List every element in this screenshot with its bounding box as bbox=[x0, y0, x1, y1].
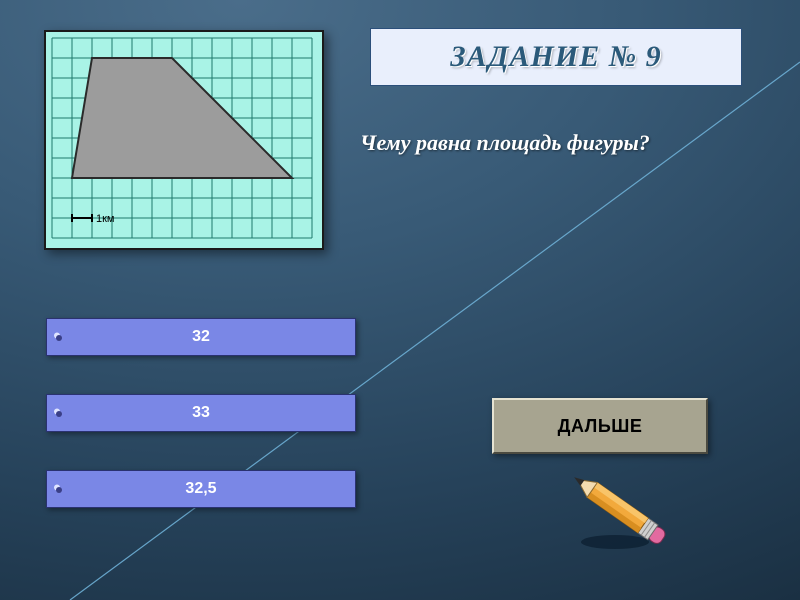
answer-option-1[interactable]: 32 bbox=[46, 318, 356, 356]
answer-label: 33 bbox=[192, 404, 210, 422]
task-title-box: ЗАДАНИЕ № 9 bbox=[370, 28, 742, 86]
bullet-icon bbox=[53, 484, 63, 494]
next-button-label: ДАЛЬШЕ bbox=[558, 416, 643, 437]
bullet-icon bbox=[53, 332, 63, 342]
answer-label: 32 bbox=[192, 328, 210, 346]
answer-label: 32,5 bbox=[185, 480, 216, 498]
answers-group: 32 33 32,5 bbox=[46, 318, 356, 546]
next-button[interactable]: ДАЛЬШЕ bbox=[492, 398, 708, 454]
slide-stage: ЗАДАНИЕ № 9 Чему равна площадь фигуры? 1… bbox=[0, 0, 800, 600]
answer-option-3[interactable]: 32,5 bbox=[46, 470, 356, 508]
svg-text:1км: 1км bbox=[96, 213, 115, 225]
question-text: Чему равна площадь фигуры? bbox=[360, 130, 780, 156]
pencil-icon bbox=[560, 468, 680, 548]
figure-grid: 1км bbox=[44, 30, 324, 250]
task-title: ЗАДАНИЕ № 9 bbox=[450, 40, 661, 74]
bullet-icon bbox=[53, 408, 63, 418]
answer-option-2[interactable]: 33 bbox=[46, 394, 356, 432]
